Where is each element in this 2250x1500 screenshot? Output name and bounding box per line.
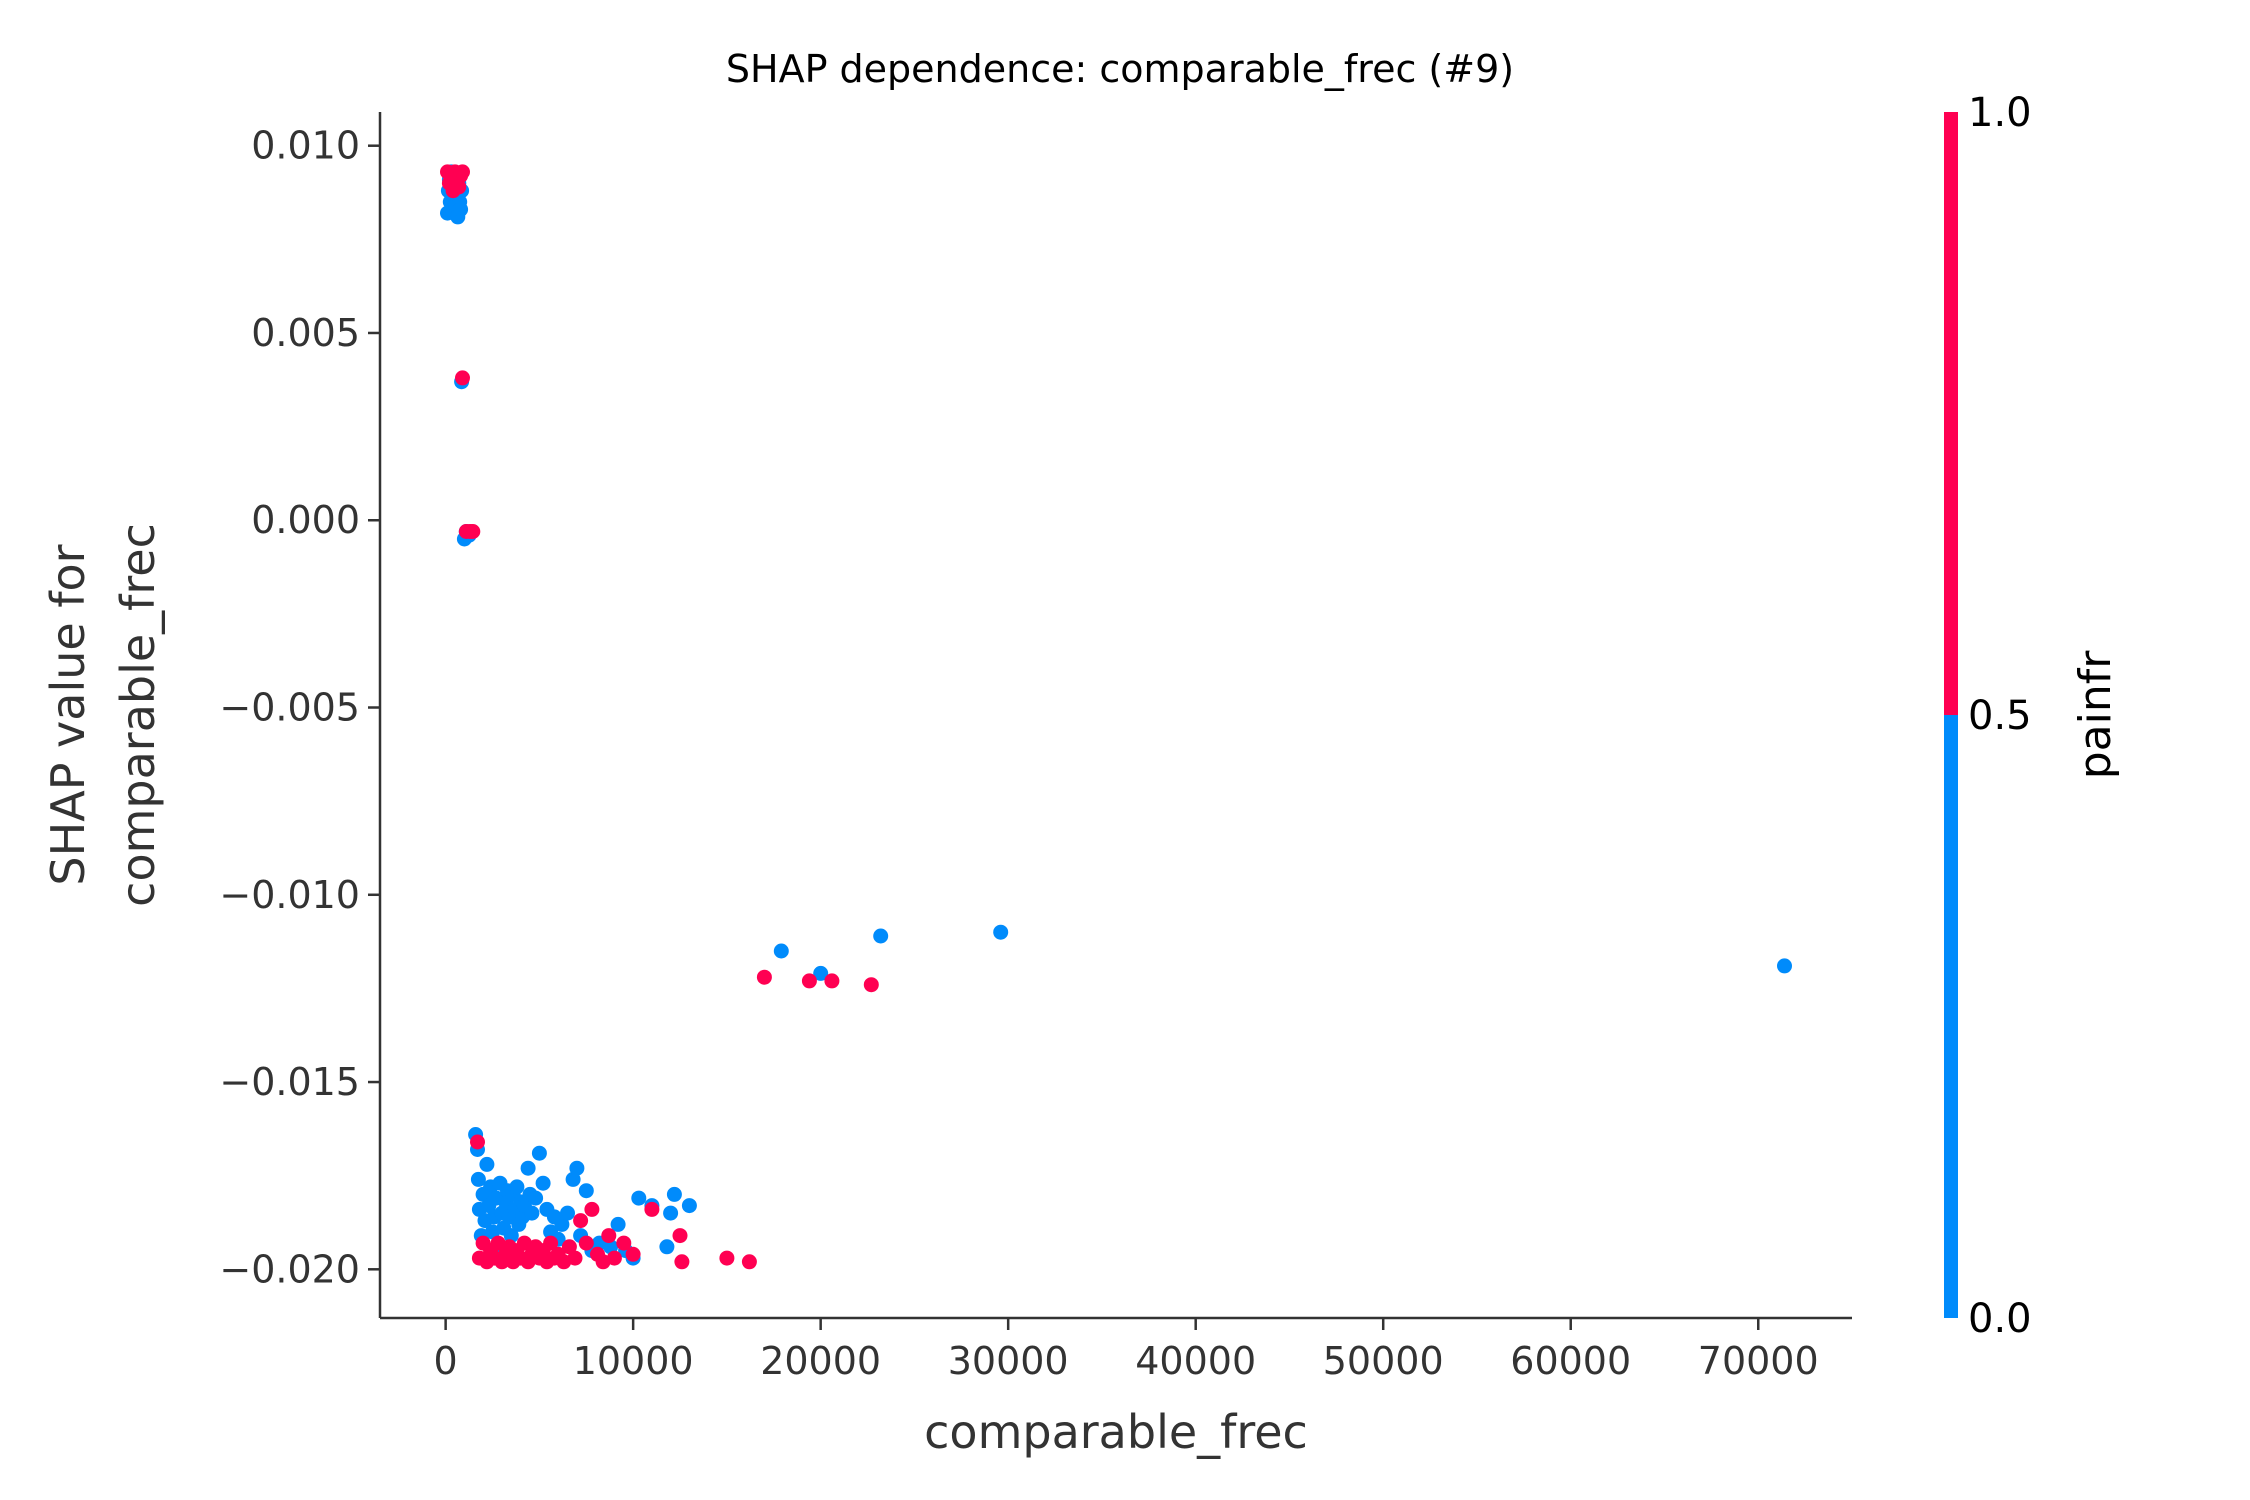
data-point-s1-51 [719,1250,735,1266]
data-point-s0-53 [535,1175,551,1191]
y-axis-label: SHAP value for comparable_frec [41,523,165,907]
data-point-s0-61 [569,1160,585,1176]
data-point-s0-40 [503,1228,519,1244]
data-point-s1-44 [601,1228,617,1244]
colorbar-tick-label: 1.0 [1968,90,2032,136]
data-point-s1-43 [595,1254,611,1270]
data-point-s1-39 [573,1213,589,1229]
data-point-s1-38 [567,1250,583,1266]
data-point-s1-9 [455,370,470,386]
colorbar-tick-label: 0.0 [1968,1296,2032,1342]
data-point-s1-53 [756,969,772,985]
data-point-s1-56 [863,977,879,993]
y-axis-label-line-2: comparable_frec [111,523,165,907]
scatter-points [440,164,1792,1270]
y-tick-label: −0.010 [219,873,360,917]
data-point-s0-50 [524,1205,540,1221]
colorbar-ticks: 0.0 0.5 1.0 [1968,90,2032,1342]
x-tick-label: 60000 [1510,1339,1631,1383]
data-point-s0-79 [993,924,1009,940]
data-point-s0-70 [631,1190,647,1206]
x-tick-label: 30000 [948,1339,1069,1383]
x-axis-ticks: 0 10000 20000 30000 40000 50000 60000 70000 [434,1318,1819,1383]
y-tick-label: −0.015 [219,1060,360,1104]
data-point-s0-75 [681,1198,697,1214]
data-point-s0-77 [813,965,829,981]
data-point-s0-76 [773,943,789,959]
data-point-s1-8 [455,164,470,180]
x-tick-label: 70000 [1698,1339,1819,1383]
data-point-s1-19 [490,1235,506,1251]
data-point-s0-58 [554,1216,570,1232]
y-tick-label: 0.005 [251,311,360,355]
data-point-s1-41 [584,1201,600,1217]
data-point-s0-80 [1777,958,1792,974]
data-point-s1-13 [470,1134,485,1150]
data-point-s0-30 [485,1224,500,1240]
data-point-s0-48 [520,1160,536,1176]
y-tick-label: −0.005 [219,686,360,730]
data-point-s1-49 [672,1228,688,1244]
data-point-s1-54 [801,973,817,989]
colorbar-label: painfr [2070,650,2121,779]
data-point-s1-45 [606,1250,622,1266]
data-point-s1-33 [543,1235,559,1251]
data-point-s0-27 [479,1156,495,1172]
data-point-s0-43 [509,1179,525,1195]
data-point-s0-52 [531,1145,547,1161]
data-point-s1-55 [824,973,840,989]
data-point-s0-66 [603,1239,619,1255]
data-point-s0-67 [610,1216,626,1232]
data-point-s0-74 [666,1186,682,1202]
data-point-s1-50 [674,1254,690,1270]
data-point-s0-72 [659,1239,675,1255]
x-tick-label: 0 [434,1339,458,1383]
colorbar [1944,112,1958,1318]
y-tick-label: 0.010 [251,124,360,168]
data-point-s1-6 [451,179,467,195]
data-point-s0-22 [470,1171,486,1187]
data-point-s1-48 [644,1201,660,1217]
data-point-s1-47 [625,1246,641,1262]
data-point-s0-59 [560,1205,575,1221]
y-axis-ticks: 0.010 0.005 0.000 −0.005 −0.010 −0.015 −0.020 [219,124,380,1291]
y-tick-label: 0.000 [251,498,360,542]
x-tick-label: 40000 [1135,1339,1256,1383]
data-point-s0-51 [528,1190,544,1206]
x-tick-label: 20000 [760,1339,881,1383]
data-point-s1-37 [561,1239,577,1255]
data-point-s1-12 [465,524,481,539]
data-point-s1-52 [741,1254,757,1270]
x-tick-label: 50000 [1323,1339,1444,1383]
y-tick-label: −0.020 [219,1247,360,1291]
data-point-s0-14 [453,201,469,217]
colorbar-tick-label: 0.5 [1968,693,2032,739]
data-point-s0-73 [663,1205,679,1221]
x-tick-label: 10000 [573,1339,694,1383]
data-point-s1-46 [616,1235,632,1251]
data-point-s1-40 [578,1235,594,1251]
chart-title: SHAP dependence: comparable_frec (#9) [726,47,1514,91]
x-axis-label: comparable_frec [924,1405,1308,1459]
data-point-s0-78 [873,928,889,944]
data-point-s0-63 [578,1183,594,1199]
y-axis-label-line-1: SHAP value for [41,544,95,885]
